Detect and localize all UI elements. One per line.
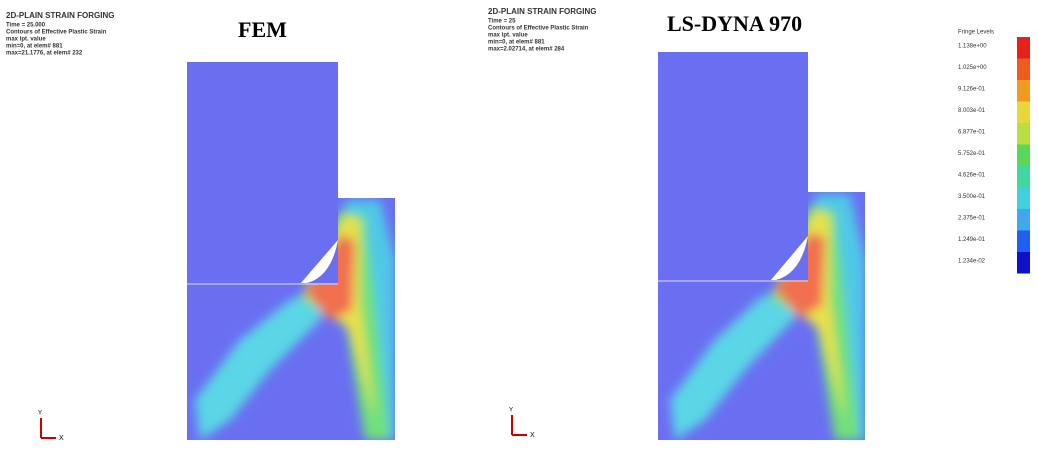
header: 2D-PLAIN STRAIN FORGING Time = 25.000 Co… (6, 11, 114, 56)
header: 2D-PLAIN STRAIN FORGING Time = 25 Contou… (488, 7, 596, 52)
legend-swatch (1017, 166, 1030, 188)
header-line: Time = 25.000 (6, 23, 46, 29)
fringe-legend: Fringe Levels 1.138e+00 1.025e+00 9.126e-0… (958, 30, 1030, 274)
axis-label: X (59, 435, 64, 442)
axis-label: Y (509, 408, 513, 414)
legend-level: 4.626e-01 (958, 173, 986, 179)
legend-level: 8.003e-01 (958, 108, 986, 114)
axis-label: Y (38, 411, 42, 417)
figure: FEM 2D-PLAIN STRAIN FORGING Time = 25.00… (0, 0, 1038, 471)
panel-fem: FEM 2D-PLAIN STRAIN FORGING Time = 25.00… (6, 11, 397, 442)
legend-title: Fringe Levels (958, 30, 994, 36)
panel-title: LS-DYNA 970 (667, 11, 802, 36)
header-line: min=0, at elem# 881 (6, 44, 63, 50)
legend-level: 1.025e+00 (958, 65, 987, 71)
legend-swatch (1017, 209, 1030, 231)
legend-swatch (1017, 59, 1030, 81)
header-line: max ipt. value (6, 37, 46, 43)
header-line: max=2.02714, at elem# 284 (488, 47, 565, 53)
axis-triad: Y X (38, 411, 64, 442)
legend-level: 2.375e-01 (958, 216, 986, 222)
axis-label: X (530, 432, 535, 439)
legend-level: 6.877e-01 (958, 130, 986, 136)
die (658, 52, 808, 281)
header-line: min=0, at elem# 881 (488, 40, 545, 46)
header-line: Contours of Effective Plastic Strain (488, 26, 589, 32)
axis-triad: Y X (509, 408, 535, 439)
legend-level: 9.126e-01 (958, 87, 986, 93)
panel-lsdyna: LS-DYNA 970 2D-PLAIN STRAIN FORGING Time… (488, 7, 868, 442)
legend-level: 3.500e-01 (958, 194, 986, 200)
legend-swatch (1017, 188, 1030, 210)
legend-swatch (1017, 231, 1030, 253)
canvas: FEM 2D-PLAIN STRAIN FORGING Time = 25.00… (0, 0, 1038, 471)
panel-title: FEM (238, 17, 287, 42)
legend-swatch (1017, 102, 1030, 124)
header-line: max=21.1776, at elem# 232 (6, 51, 83, 57)
legend-level: 1.234e-02 (958, 259, 986, 265)
legend-level: 5.752e-01 (958, 151, 986, 157)
header-line: 2D-PLAIN STRAIN FORGING (488, 7, 596, 16)
header-line: Contours of Effective Plastic Strain (6, 30, 107, 36)
legend-swatch (1017, 80, 1030, 102)
legend-swatch (1017, 123, 1030, 145)
header-line: max ipt. value (488, 33, 528, 39)
header-line: Time = 25 (488, 19, 516, 25)
legend-level: 1.249e-01 (958, 237, 986, 243)
legend-swatch (1017, 252, 1030, 274)
header-line: 2D-PLAIN STRAIN FORGING (6, 11, 114, 20)
legend-swatch (1017, 37, 1030, 59)
legend-swatch (1017, 145, 1030, 167)
legend-level: 1.138e+00 (958, 44, 987, 50)
die (187, 62, 338, 284)
